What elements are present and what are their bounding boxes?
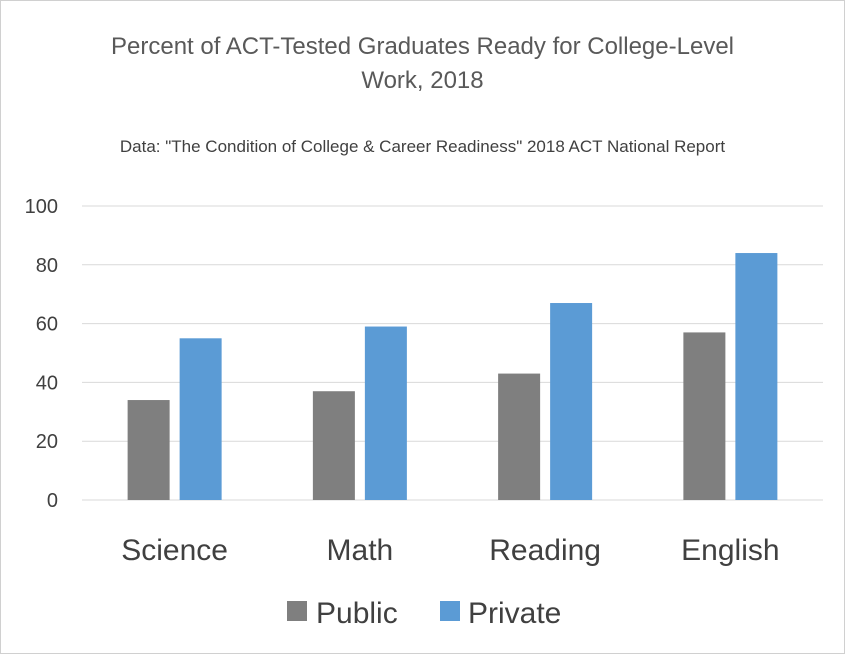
y-tick-label: 0: [47, 490, 58, 512]
bar-public-english: [683, 332, 726, 500]
x-category-label: Math: [327, 534, 394, 567]
legend-swatch-private: [440, 601, 460, 621]
legend-label-private: Private: [468, 597, 561, 630]
legend-swatch-public: [287, 601, 307, 621]
bar-private-english: [735, 253, 778, 500]
x-category-label: Science: [121, 534, 228, 567]
x-category-label: English: [681, 534, 779, 567]
bar-public-reading: [498, 373, 541, 500]
bar-private-reading: [550, 303, 593, 500]
y-tick-label: 40: [36, 372, 58, 394]
bar-private-math: [364, 326, 407, 500]
bar-public-math: [312, 391, 355, 500]
y-tick-label: 20: [36, 431, 58, 453]
y-tick-label: 80: [36, 255, 58, 277]
y-tick-label: 60: [36, 314, 58, 336]
bar-private-science: [179, 338, 222, 500]
y-tick-label: 100: [25, 196, 58, 218]
legend-label-public: Public: [316, 597, 398, 630]
bar-public-science: [127, 400, 170, 500]
chart-subtitle: Data: "The Condition of College & Career…: [119, 137, 726, 156]
x-category-label: Reading: [489, 534, 601, 567]
chart-title: Percent of ACT-Tested Graduates Ready fo…: [111, 33, 734, 94]
